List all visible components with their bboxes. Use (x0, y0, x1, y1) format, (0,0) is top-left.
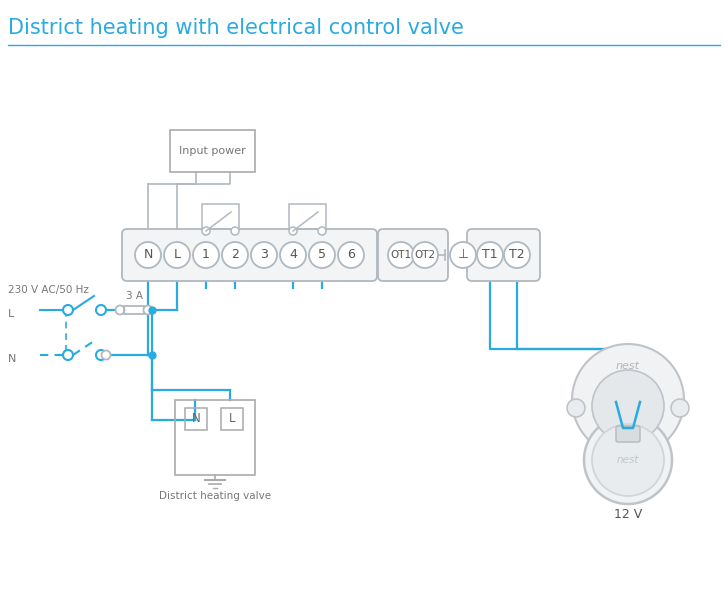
Circle shape (592, 424, 664, 496)
Text: 2: 2 (231, 248, 239, 261)
Text: nest: nest (616, 361, 640, 371)
Text: Input power: Input power (179, 146, 246, 156)
Circle shape (96, 350, 106, 360)
Circle shape (251, 242, 277, 268)
Text: T1: T1 (482, 248, 498, 261)
Text: N: N (191, 412, 200, 425)
Text: 5: 5 (318, 248, 326, 261)
Circle shape (309, 242, 335, 268)
Circle shape (338, 242, 364, 268)
Circle shape (164, 242, 190, 268)
Text: OT2: OT2 (414, 250, 435, 260)
Text: District heating valve: District heating valve (159, 491, 271, 501)
Text: 3: 3 (260, 248, 268, 261)
Circle shape (101, 350, 111, 359)
FancyBboxPatch shape (616, 426, 640, 442)
Text: 3 A: 3 A (125, 291, 143, 301)
Circle shape (567, 399, 585, 417)
Text: 230 V AC/50 Hz: 230 V AC/50 Hz (8, 285, 89, 295)
FancyBboxPatch shape (122, 229, 377, 281)
FancyBboxPatch shape (467, 229, 540, 281)
Circle shape (450, 242, 476, 268)
Circle shape (572, 344, 684, 456)
Circle shape (592, 370, 664, 442)
Circle shape (671, 399, 689, 417)
Text: T2: T2 (509, 248, 525, 261)
Circle shape (143, 305, 152, 314)
Text: 4: 4 (289, 248, 297, 261)
Circle shape (63, 305, 73, 315)
Text: N: N (8, 354, 16, 364)
Circle shape (63, 350, 73, 360)
Circle shape (289, 227, 297, 235)
Circle shape (388, 242, 414, 268)
Text: 12 V: 12 V (614, 508, 642, 521)
Circle shape (193, 242, 219, 268)
Text: OT1: OT1 (390, 250, 411, 260)
Text: ⊥: ⊥ (458, 248, 468, 261)
Text: 6: 6 (347, 248, 355, 261)
FancyBboxPatch shape (378, 229, 448, 281)
Circle shape (231, 227, 239, 235)
Text: 1: 1 (202, 248, 210, 261)
Circle shape (280, 242, 306, 268)
Circle shape (135, 242, 161, 268)
Circle shape (584, 416, 672, 504)
Text: L: L (8, 309, 15, 319)
Text: District heating with electrical control valve: District heating with electrical control… (8, 18, 464, 38)
Circle shape (202, 227, 210, 235)
Circle shape (96, 305, 106, 315)
Circle shape (412, 242, 438, 268)
Text: L: L (229, 412, 235, 425)
Text: L: L (173, 248, 181, 261)
Circle shape (504, 242, 530, 268)
Circle shape (222, 242, 248, 268)
Text: N: N (143, 248, 153, 261)
Circle shape (477, 242, 503, 268)
Text: nest: nest (617, 455, 639, 465)
Circle shape (318, 227, 326, 235)
Circle shape (116, 305, 124, 314)
